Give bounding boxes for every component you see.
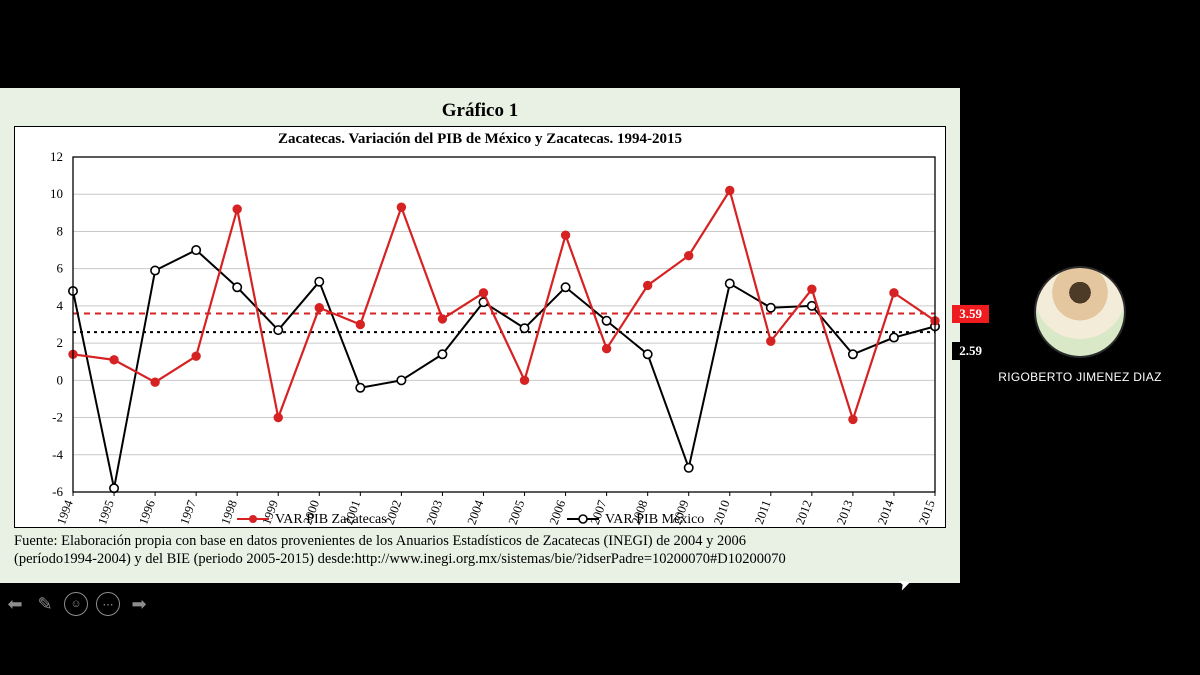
participant-avatar[interactable] bbox=[1036, 268, 1124, 356]
svg-text:2014: 2014 bbox=[875, 498, 897, 527]
svg-text:-6: -6 bbox=[52, 484, 63, 499]
svg-text:-2: -2 bbox=[52, 410, 63, 425]
svg-text:1998: 1998 bbox=[218, 498, 240, 526]
source-footnote: Fuente: Elaboración propia con base en d… bbox=[12, 532, 948, 568]
ref-value-zacatecas: 3.59 bbox=[952, 305, 989, 323]
svg-text:-4: -4 bbox=[52, 447, 63, 462]
pen-icon[interactable]: ✎ bbox=[34, 593, 56, 615]
svg-text:8: 8 bbox=[57, 223, 64, 238]
shared-slide: Gráfico 1 Zacatecas. Variación del PIB d… bbox=[0, 88, 960, 583]
face1-icon[interactable]: ☺ bbox=[64, 592, 88, 616]
ref-value-mexico: 2.59 bbox=[952, 342, 989, 360]
svg-text:2005: 2005 bbox=[506, 498, 528, 526]
svg-text:6: 6 bbox=[57, 261, 64, 276]
source-line-2: (período1994-2004) y del BIE (periodo 20… bbox=[14, 551, 786, 567]
svg-text:2012: 2012 bbox=[793, 498, 815, 526]
svg-text:2013: 2013 bbox=[834, 498, 856, 526]
chart-title: Gráfico 1 bbox=[12, 100, 948, 122]
svg-text:2004: 2004 bbox=[465, 498, 487, 527]
line-chart: -6-4-20246810121994199519961997199819992… bbox=[15, 127, 945, 527]
svg-text:0: 0 bbox=[57, 372, 64, 387]
svg-text:VAR PIB Zacatecas: VAR PIB Zacatecas bbox=[275, 512, 387, 527]
svg-text:2011: 2011 bbox=[752, 498, 774, 526]
svg-text:12: 12 bbox=[50, 149, 63, 164]
svg-text:1996: 1996 bbox=[136, 498, 158, 526]
svg-text:2: 2 bbox=[57, 335, 64, 350]
participant-name: RIGOBERTO JIMENEZ DIAZ bbox=[996, 370, 1164, 384]
face2-icon[interactable]: ⋯ bbox=[96, 592, 120, 616]
svg-text:1994: 1994 bbox=[54, 498, 76, 527]
presentation-toolbar: ⬅ ✎ ☺ ⋯ ➡ bbox=[4, 592, 150, 616]
chart-container: Zacatecas. Variación del PIB de México y… bbox=[14, 126, 946, 528]
svg-text:2006: 2006 bbox=[547, 498, 569, 526]
participant-panel: RIGOBERTO JIMENEZ DIAZ bbox=[996, 268, 1164, 384]
svg-text:1995: 1995 bbox=[95, 498, 117, 526]
source-line-1: Fuente: Elaboración propia con base en d… bbox=[14, 533, 746, 549]
svg-text:VAR PIB México: VAR PIB México bbox=[605, 512, 704, 527]
forward-icon[interactable]: ➡ bbox=[128, 593, 150, 615]
svg-text:2015: 2015 bbox=[916, 498, 938, 526]
svg-text:10: 10 bbox=[50, 186, 63, 201]
svg-text:1997: 1997 bbox=[177, 498, 199, 526]
svg-text:2003: 2003 bbox=[424, 498, 446, 526]
back-icon[interactable]: ⬅ bbox=[4, 593, 26, 615]
svg-text:4: 4 bbox=[57, 298, 64, 313]
svg-text:2010: 2010 bbox=[711, 498, 733, 526]
